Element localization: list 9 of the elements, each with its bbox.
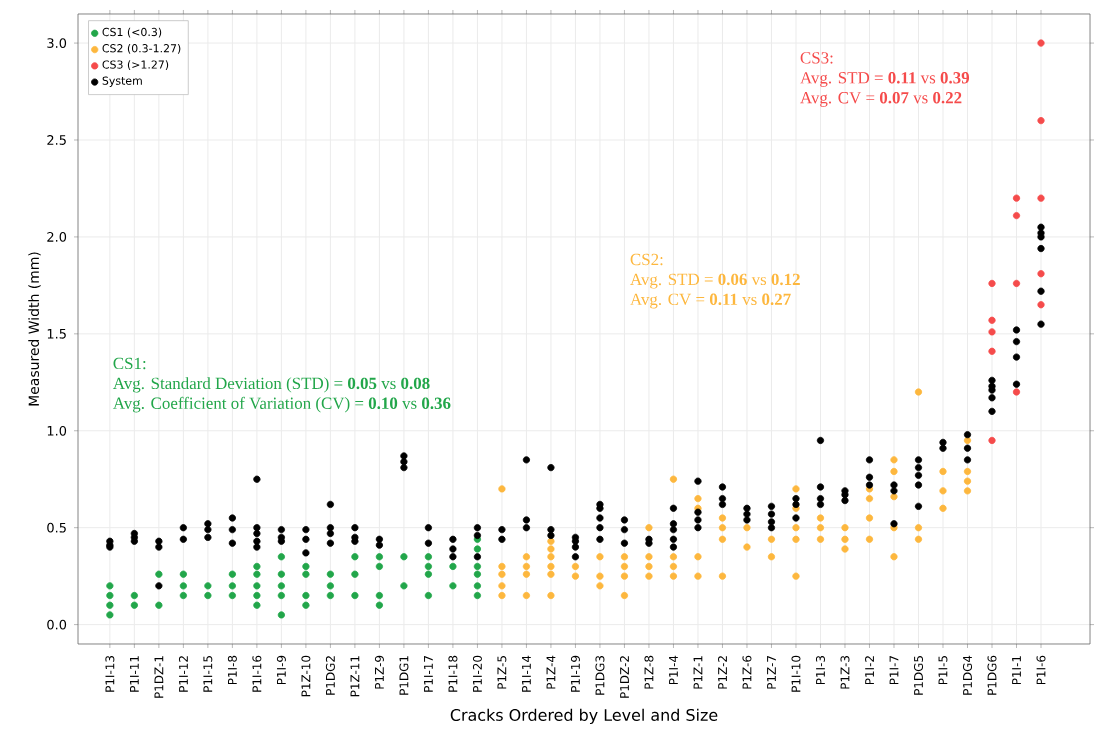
annotation: CS1: <box>113 357 146 370</box>
annotation: Avg. Standard Deviation (STD) = 0.05 vs 0.08 <box>112 377 430 393</box>
annotation: CS3: <box>800 52 833 64</box>
annotation: CS2: <box>630 253 663 266</box>
annotation: Avg. STD = 0.06 vs 0.12 <box>630 273 800 289</box>
annotation: Avg. CV = 0.11 vs 0.27 <box>630 293 791 309</box>
annotation: Avg. STD = 0.11 vs 0.39 <box>800 72 970 87</box>
annotation: Avg. Coefficient of Variation (CV) = 0.10 vs 0.36 <box>112 396 451 413</box>
annotation: Avg. CV = 0.07 vs 0.22 <box>800 92 962 107</box>
